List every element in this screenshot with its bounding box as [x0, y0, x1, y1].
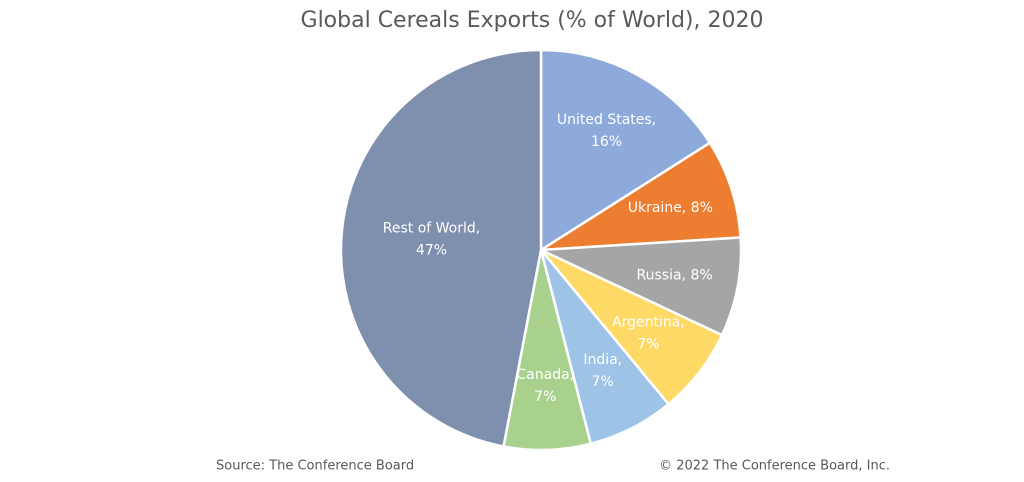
pie-slice [539, 48, 712, 253]
data-label: India, 7% [583, 352, 622, 390]
data-label: Russia, 8% [637, 267, 713, 283]
data-label: Ukraine, 8% [628, 200, 713, 216]
pie-slice [540, 236, 743, 337]
source-note: Source: The Conference Board [216, 459, 414, 474]
data-label: United States, 16% [557, 112, 656, 150]
data-label: Canada, 7% [516, 367, 574, 405]
data-label: Rest of World, 47% [383, 221, 480, 259]
copyright-note: © 2022 The Conference Board, Inc. [659, 459, 890, 474]
pie-slice [540, 141, 742, 252]
data-label: Argentina, 7% [612, 314, 685, 352]
pie-slice [339, 48, 543, 448]
chart-title: Global Cereals Exports (% of World), 202… [301, 8, 764, 33]
